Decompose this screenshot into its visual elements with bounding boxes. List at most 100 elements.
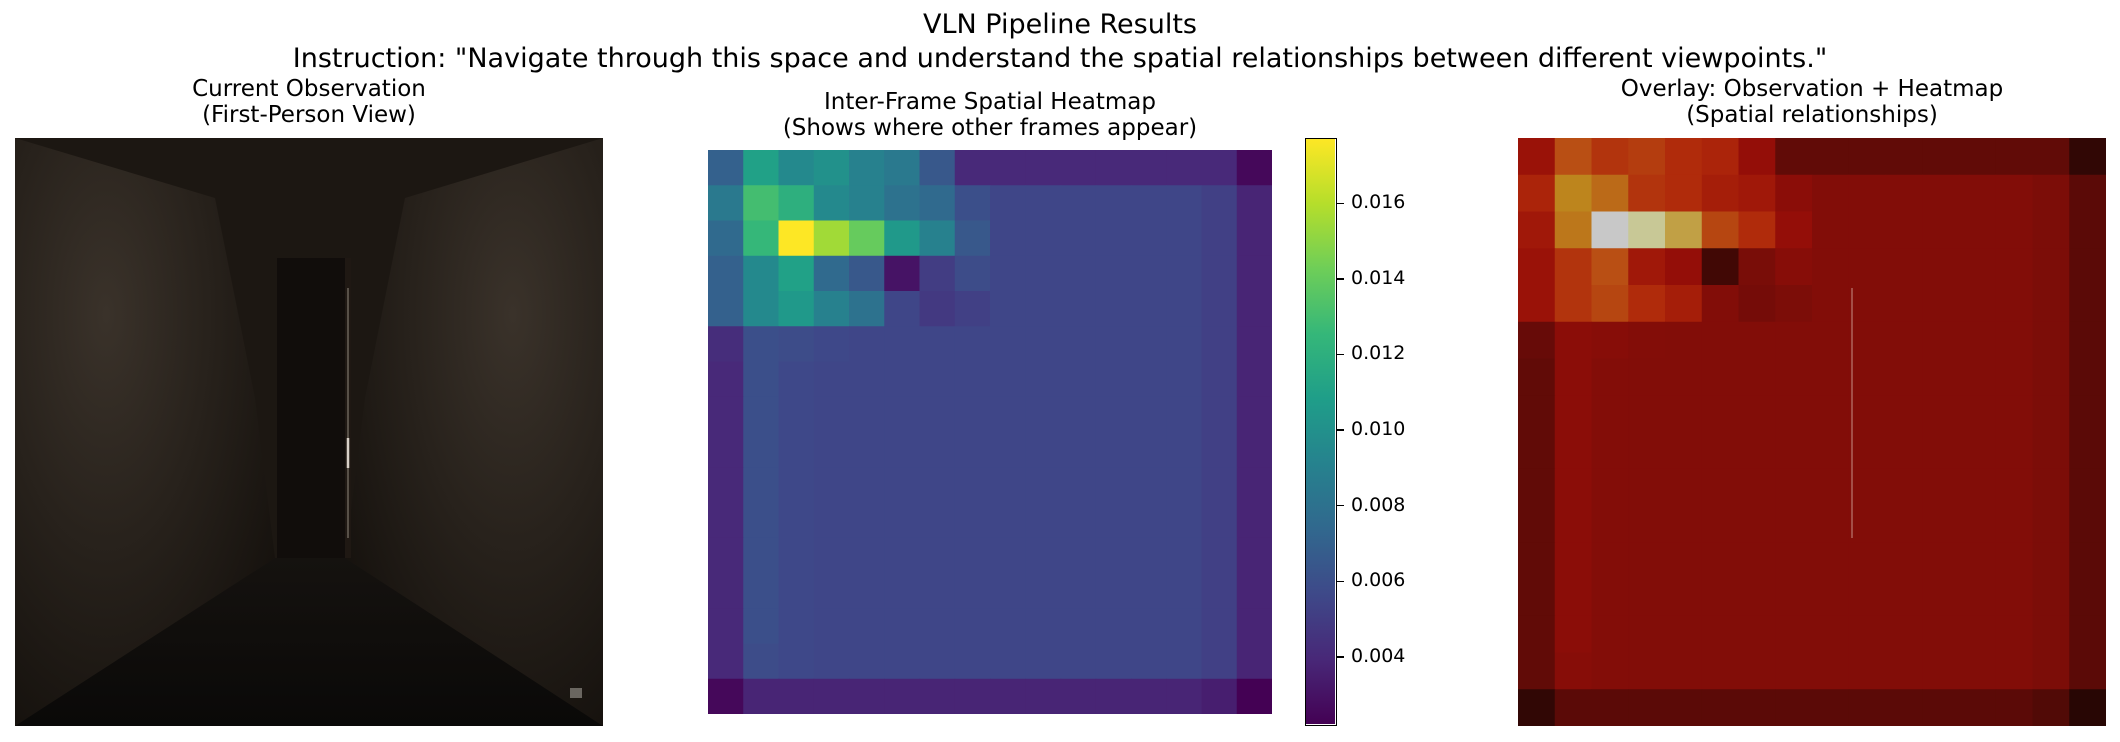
heatmap-cell-7-12: [1131, 396, 1167, 433]
heatmap-cell-13-0: [708, 608, 744, 645]
overlay-cell-4-9: [1848, 285, 1887, 323]
overlay-cell-7-1: [1554, 395, 1593, 433]
overlay-cell-1-6: [1738, 174, 1776, 213]
heatmap-cell-7-10: [1060, 396, 1097, 433]
overlay-cell-10-8: [1812, 505, 1850, 543]
overlay-cell-1-4: [1665, 174, 1703, 213]
heatmap-cell-14-3: [813, 643, 850, 680]
observation-title-line2: (First-Person View): [202, 102, 416, 129]
overlay-cell-5-3: [1628, 321, 1666, 360]
overlay-cell-7-3: [1628, 395, 1666, 433]
overlay-cell-9-1: [1554, 468, 1593, 507]
overlay-cell-13-6: [1738, 615, 1776, 654]
heatmap-cell-13-3: [813, 608, 850, 645]
overlay-cell-4-11: [1922, 285, 1960, 323]
heatmap-cell-2-11: [1095, 220, 1132, 257]
heatmap-cell-7-1: [743, 396, 780, 433]
heatmap-cell-12-11: [1095, 573, 1132, 609]
observation-title-line1: Current Observation: [192, 76, 426, 102]
heatmap-cell-4-0: [708, 291, 744, 327]
overlay-cell-9-0: [1518, 468, 1556, 507]
overlay-cell-10-1: [1554, 505, 1593, 543]
heatmap-cell-10-13: [1166, 502, 1203, 539]
heatmap-cell-4-4: [849, 291, 885, 327]
overlay-cell-1-8: [1812, 174, 1850, 213]
overlay-cell-5-7: [1775, 321, 1813, 360]
overlay-cell-2-10: [1885, 211, 1923, 249]
overlay-cell-5-9: [1848, 321, 1887, 360]
overlay-cell-8-6: [1738, 432, 1776, 470]
heatmap-cell-10-5: [884, 502, 921, 539]
overlay-cell-13-15: [2069, 615, 2106, 654]
heatmap-cell-15-12: [1131, 678, 1167, 714]
overlay-cell-10-15: [2069, 505, 2106, 543]
overlay-cell-14-3: [1628, 652, 1666, 690]
heatmap-cell-13-8: [990, 608, 1026, 645]
heatmap-cell-9-10: [1060, 467, 1097, 504]
heatmap-cell-10-12: [1131, 502, 1167, 539]
figure-title: VLN Pipeline Results: [922, 9, 1198, 40]
overlay-cell-8-9: [1848, 432, 1887, 470]
heatmap-cell-2-12: [1131, 220, 1167, 257]
overlay-cell-12-3: [1628, 579, 1666, 617]
heatmap-cell-8-15: [1236, 432, 1272, 468]
overlay-cell-4-3: [1628, 285, 1666, 323]
heatmap-cell-13-13: [1166, 608, 1203, 645]
overlay-cell-0-0: [1518, 138, 1556, 176]
overlay-cell-1-10: [1885, 174, 1923, 213]
overlay-cell-12-6: [1738, 579, 1776, 617]
heatmap-cell-5-12: [1131, 326, 1167, 363]
heatmap-cell-15-13: [1166, 678, 1203, 714]
overlay-cell-9-12: [1959, 468, 1997, 507]
heatmap-cell-6-2: [778, 361, 815, 398]
heatmap-cell-1-5: [884, 185, 921, 222]
heatmap-cell-6-7: [954, 361, 991, 398]
overlay-cell-13-5: [1701, 615, 1740, 654]
heatmap-cell-9-6: [919, 467, 956, 504]
overlay-cell-7-9: [1848, 395, 1887, 433]
heatmap-cell-11-14: [1201, 537, 1238, 574]
colorbar-tick-mark: [1337, 429, 1344, 431]
heatmap-cell-8-11: [1095, 432, 1132, 468]
overlay-cell-2-4: [1665, 211, 1703, 249]
heatmap-cell-6-11: [1095, 361, 1132, 398]
overlay-cell-13-10: [1885, 615, 1923, 654]
overlay-cell-3-5: [1701, 248, 1740, 286]
overlay-cell-15-10: [1885, 689, 1923, 726]
colorbar-gradient: [1306, 139, 1335, 724]
heatmap-cell-12-14: [1201, 573, 1238, 609]
heatmap-cell-9-3: [813, 467, 850, 504]
heatmap-cell-2-14: [1201, 220, 1238, 257]
overlay-cell-10-5: [1701, 505, 1740, 543]
heatmap-cell-14-15: [1236, 643, 1272, 680]
heatmap-cell-2-3: [813, 220, 850, 257]
heatmap-cell-6-15: [1236, 361, 1272, 398]
heatmap-cell-14-1: [743, 643, 780, 680]
heatmap-cell-11-8: [990, 537, 1026, 574]
heatmap-cell-11-5: [884, 537, 921, 574]
observation-title: Current Observation (First-Person View): [15, 76, 603, 129]
overlay-cell-11-5: [1701, 542, 1740, 580]
heatmap-cell-10-3: [813, 502, 850, 539]
heatmap-cell-3-10: [1060, 255, 1097, 292]
colorbar-tick-mark: [1337, 278, 1344, 280]
heatmap-cell-6-6: [919, 361, 956, 398]
overlay-cell-0-3: [1628, 138, 1666, 176]
overlay-cell-15-14: [2032, 689, 2070, 726]
heatmap-cell-8-10: [1060, 432, 1097, 468]
overlay-cell-8-5: [1701, 432, 1740, 470]
overlay-cell-6-12: [1959, 358, 1997, 396]
heatmap-cell-4-5: [884, 291, 921, 327]
heatmap-cell-14-9: [1025, 643, 1062, 680]
overlay-cell-7-5: [1701, 395, 1740, 433]
overlay-cell-3-9: [1848, 248, 1887, 286]
overlay-cell-6-8: [1812, 358, 1850, 396]
overlay-cell-11-0: [1518, 542, 1556, 580]
overlay-cell-13-7: [1775, 615, 1813, 654]
overlay-cell-14-8: [1812, 652, 1850, 690]
heatmap-cell-12-8: [990, 573, 1026, 609]
overlay-cell-8-13: [1995, 432, 2034, 470]
overlay-cell-4-7: [1775, 285, 1813, 323]
heatmap-cell-1-2: [778, 185, 815, 222]
heatmap-cell-14-12: [1131, 643, 1167, 680]
